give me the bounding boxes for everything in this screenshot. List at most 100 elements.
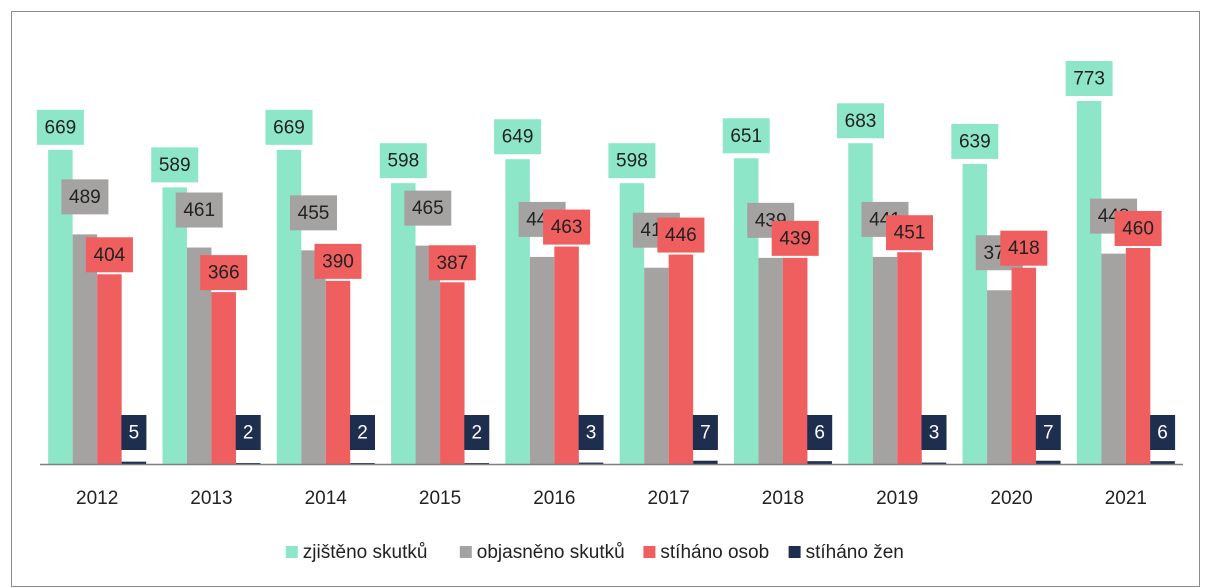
data-label: 651 [730, 126, 762, 147]
bar [807, 461, 832, 464]
data-label-box [404, 190, 452, 226]
data-label-box [1114, 210, 1162, 246]
bar [872, 256, 898, 464]
x-tick-label: 2019 [876, 488, 918, 509]
data-label-box [290, 195, 337, 231]
data-label-box [175, 192, 223, 228]
x-tick-label: 2014 [305, 488, 348, 509]
bar [72, 234, 98, 464]
bar [415, 245, 441, 464]
data-label-box [807, 415, 833, 450]
x-tick-label: 2021 [1105, 488, 1147, 509]
data-label: 598 [616, 151, 648, 172]
bar [529, 256, 555, 464]
data-label-box [951, 123, 999, 159]
data-label: 418 [1008, 238, 1040, 259]
data-label: 439 [779, 228, 811, 249]
data-label-box [692, 415, 718, 450]
data-label: 598 [387, 151, 419, 172]
data-label: 489 [69, 187, 101, 208]
bar [464, 463, 490, 464]
data-label: 683 [845, 111, 877, 132]
bar [897, 252, 922, 464]
legend-swatch [285, 546, 298, 558]
bar [693, 460, 718, 464]
bar [1036, 460, 1061, 464]
data-label: 2 [472, 423, 483, 444]
legend-label: objasněno skutků [477, 542, 625, 563]
bar [758, 257, 783, 464]
data-label-box [85, 237, 133, 273]
bar [162, 187, 187, 465]
bar [121, 461, 147, 464]
data-label-box [200, 255, 248, 291]
legend-label: stíháno osob [660, 542, 769, 563]
data-label-box [1065, 61, 1113, 96]
data-label: 639 [959, 131, 991, 152]
data-label: 649 [502, 127, 534, 148]
data-label: 460 [1122, 219, 1154, 240]
data-label-box [543, 209, 591, 245]
data-label: 773 [1073, 69, 1105, 90]
data-label-box [265, 109, 313, 145]
bar [1101, 253, 1126, 464]
data-label: 463 [551, 217, 583, 238]
data-label-box [722, 118, 770, 154]
legend-label: zjištěno skutků [303, 542, 428, 563]
data-label: 2 [357, 423, 368, 444]
x-tick-label: 2012 [76, 488, 118, 509]
x-tick-label: 2020 [990, 488, 1032, 509]
data-label-box [771, 220, 819, 256]
bar [848, 143, 873, 464]
data-label-box [1035, 415, 1061, 450]
bar [668, 254, 694, 464]
data-label: 455 [298, 203, 330, 224]
legend-swatch [459, 546, 472, 558]
data-label-box [494, 119, 542, 155]
data-label-box [36, 109, 84, 145]
bar [301, 250, 326, 464]
data-label: 404 [94, 245, 126, 266]
data-label: 6 [814, 423, 825, 444]
data-label-box [151, 147, 199, 183]
x-tick-label: 2017 [648, 488, 690, 509]
bar [1125, 247, 1151, 464]
data-label-box [657, 217, 705, 253]
bar [987, 290, 1012, 464]
data-label-box [1000, 230, 1048, 266]
data-label-box [121, 415, 147, 450]
data-label: 465 [412, 198, 444, 219]
bar [554, 246, 579, 464]
data-label-box [837, 103, 884, 139]
data-label: 461 [183, 200, 215, 221]
data-label: 5 [129, 423, 140, 444]
x-tick-label: 2015 [419, 488, 461, 509]
data-label: 7 [1043, 423, 1054, 444]
data-label: 446 [665, 225, 697, 246]
data-label-box [608, 143, 656, 179]
bar [644, 267, 669, 464]
bar [1011, 267, 1037, 464]
data-label: 2 [243, 423, 254, 444]
data-label: 366 [208, 263, 240, 284]
bar [325, 280, 351, 464]
data-label: 3 [586, 423, 597, 444]
bar [440, 282, 465, 464]
data-label: 7 [700, 423, 711, 444]
data-label: 669 [45, 117, 77, 138]
data-label-box [379, 143, 427, 179]
bar [235, 463, 261, 464]
bar [350, 463, 375, 464]
data-label-box [314, 243, 362, 279]
legend-label: stíháno žen [806, 542, 904, 563]
data-label-box [578, 415, 604, 450]
bar [578, 462, 604, 464]
bar [391, 183, 416, 465]
data-label-box [235, 415, 261, 450]
data-label: 451 [894, 223, 926, 244]
bar [782, 257, 808, 464]
bar [962, 163, 988, 464]
bar [1150, 461, 1175, 464]
data-label: 3 [929, 423, 940, 444]
x-tick-label: 2016 [533, 488, 575, 509]
